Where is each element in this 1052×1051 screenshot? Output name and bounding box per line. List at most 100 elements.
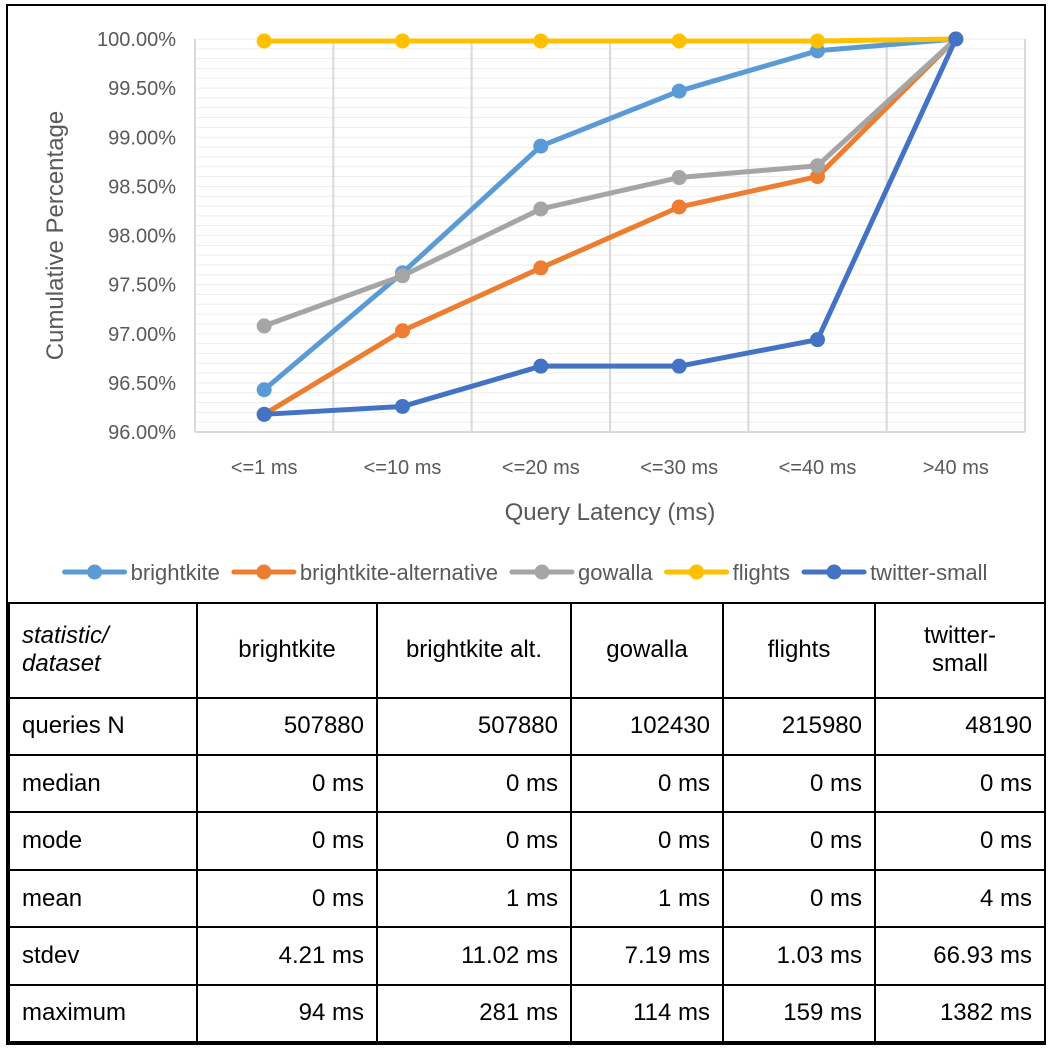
table-cell: 1382 ms	[874, 983, 1046, 1044]
table-cell: 0 ms	[376, 811, 572, 871]
table-cell: 11.02 ms	[376, 926, 572, 986]
series-line	[261, 36, 959, 44]
table-cell: 1.03 ms	[722, 926, 876, 986]
series-line	[261, 36, 959, 417]
data-point	[533, 260, 549, 276]
legend-swatch-marker	[256, 564, 272, 580]
legend-swatch-marker	[534, 564, 550, 580]
legend-label: brightkite	[131, 560, 220, 585]
column-header-gowalla: gowalla	[570, 602, 724, 699]
table-cell: 507880	[196, 696, 378, 757]
table-cell: 0 ms	[874, 754, 1046, 814]
header-twitter-line-1: twitter-	[924, 622, 996, 650]
table-cell: 0 ms	[196, 868, 378, 929]
x-tick-label: <=10 ms	[364, 457, 442, 479]
table-row: maximum 94 ms 281 ms 114 ms 159 ms 1382 …	[8, 983, 1046, 1044]
data-point	[948, 31, 964, 47]
table-row: median 0 ms 0 ms 0 ms 0 ms 0 ms	[8, 754, 1046, 814]
column-header-brightkite-alt: brightkite alt.	[376, 602, 572, 699]
y-tick-label: 99.00%	[108, 127, 176, 149]
legend: brightkite brightkite-alternative gowalla f…	[62, 560, 987, 585]
table-cell: 0 ms	[196, 754, 378, 814]
table-cell: 114 ms	[570, 983, 724, 1044]
x-tick-label: <=30 ms	[640, 457, 718, 479]
data-point	[395, 33, 410, 49]
table-cell: 66.93 ms	[874, 926, 1046, 986]
x-tick-label: <=20 ms	[502, 457, 580, 479]
series-gowalla	[256, 31, 964, 334]
table-cell: 1 ms	[570, 868, 724, 929]
series-line	[261, 36, 959, 329]
header-twitter-line-2: small	[931, 650, 988, 678]
column-header-flights: flights	[722, 602, 876, 699]
data-point	[671, 83, 687, 99]
y-axis-title: Cumulative Percentage	[42, 111, 69, 360]
figure-frame: 96.00% 96.50% 97.00% 97.50% 98.00% 98.50% 99.0…	[6, 4, 1046, 1045]
table-cell: 0 ms	[874, 811, 1046, 871]
y-tick-label: 97.00%	[108, 324, 176, 346]
table-cell: 7.19 ms	[570, 926, 724, 986]
y-tick-label: 99.50%	[108, 78, 176, 100]
table-row: mode 0 ms 0 ms 0 ms 0 ms 0 ms	[8, 811, 1046, 871]
legend-label: twitter-small	[870, 560, 987, 585]
legend-label: flights	[733, 560, 790, 585]
legend-swatch-marker	[87, 564, 103, 580]
legend-label: brightkite-alternative	[300, 560, 498, 585]
legend-swatch-marker	[826, 564, 842, 580]
column-header-twitter-small: twitter- small	[874, 602, 1046, 699]
data-point	[810, 158, 825, 174]
y-tick-label: 98.50%	[108, 176, 176, 198]
y-tick-label: 97.50%	[108, 275, 176, 297]
table-header-row: statistic/ dataset brightkite brightkite…	[8, 602, 1046, 699]
legend-label: gowalla	[578, 560, 653, 585]
data-point	[256, 382, 272, 398]
table-cell: 48190	[874, 696, 1046, 757]
series-line	[261, 36, 959, 417]
table-cell: 159 ms	[722, 983, 876, 1044]
corner-line-2: dataset	[22, 650, 101, 678]
data-point	[395, 323, 410, 339]
table-row: stdev 4.21 ms 11.02 ms 7.19 ms 1.03 ms 6…	[8, 926, 1046, 986]
row-label: queries N	[8, 696, 198, 757]
y-tick-label: 96.00%	[108, 422, 176, 444]
series-line	[261, 36, 959, 393]
table-cell: 0 ms	[376, 754, 572, 814]
table-cell: 215980	[722, 696, 876, 757]
y-tick-label: 96.50%	[108, 373, 176, 395]
chart-svg: 96.00% 96.50% 97.00% 97.50% 98.00% 98.50% 99.0…	[42, 29, 1026, 585]
data-point	[533, 358, 549, 374]
data-point	[810, 332, 825, 348]
data-point	[671, 199, 687, 215]
row-label: mode	[8, 811, 198, 871]
data-point	[671, 170, 687, 186]
table-corner-header: statistic/ dataset	[8, 602, 198, 699]
data-point	[533, 33, 549, 49]
table-cell: 0 ms	[722, 868, 876, 929]
row-label: mean	[8, 868, 198, 929]
data-point	[533, 138, 549, 154]
table-cell: 0 ms	[722, 811, 876, 871]
data-point	[810, 169, 825, 185]
data-point	[671, 33, 687, 49]
table-cell: 0 ms	[570, 811, 724, 871]
x-axis-title: Query Latency (ms)	[505, 499, 716, 526]
table-cell: 0 ms	[570, 754, 724, 814]
table-cell: 4.21 ms	[196, 926, 378, 986]
table-cell: 0 ms	[196, 811, 378, 871]
table-cell: 1 ms	[376, 868, 572, 929]
row-label: stdev	[8, 926, 198, 986]
corner-line-1: statistic/	[22, 622, 109, 650]
table-cell: 281 ms	[376, 983, 572, 1044]
row-label: median	[8, 754, 198, 814]
column-header-brightkite: brightkite	[196, 602, 378, 699]
table-cell: 4 ms	[874, 868, 1046, 929]
legend-swatch-marker	[689, 564, 705, 580]
data-point	[395, 398, 410, 414]
x-tick-label: <=1 ms	[231, 457, 298, 479]
data-point	[256, 318, 272, 334]
data-point	[671, 358, 687, 374]
data-point	[533, 201, 549, 217]
table-cell: 102430	[570, 696, 724, 757]
line-chart: 96.00% 96.50% 97.00% 97.50% 98.00% 98.50% 99.0…	[8, 6, 1044, 602]
table-cell: 0 ms	[722, 754, 876, 814]
